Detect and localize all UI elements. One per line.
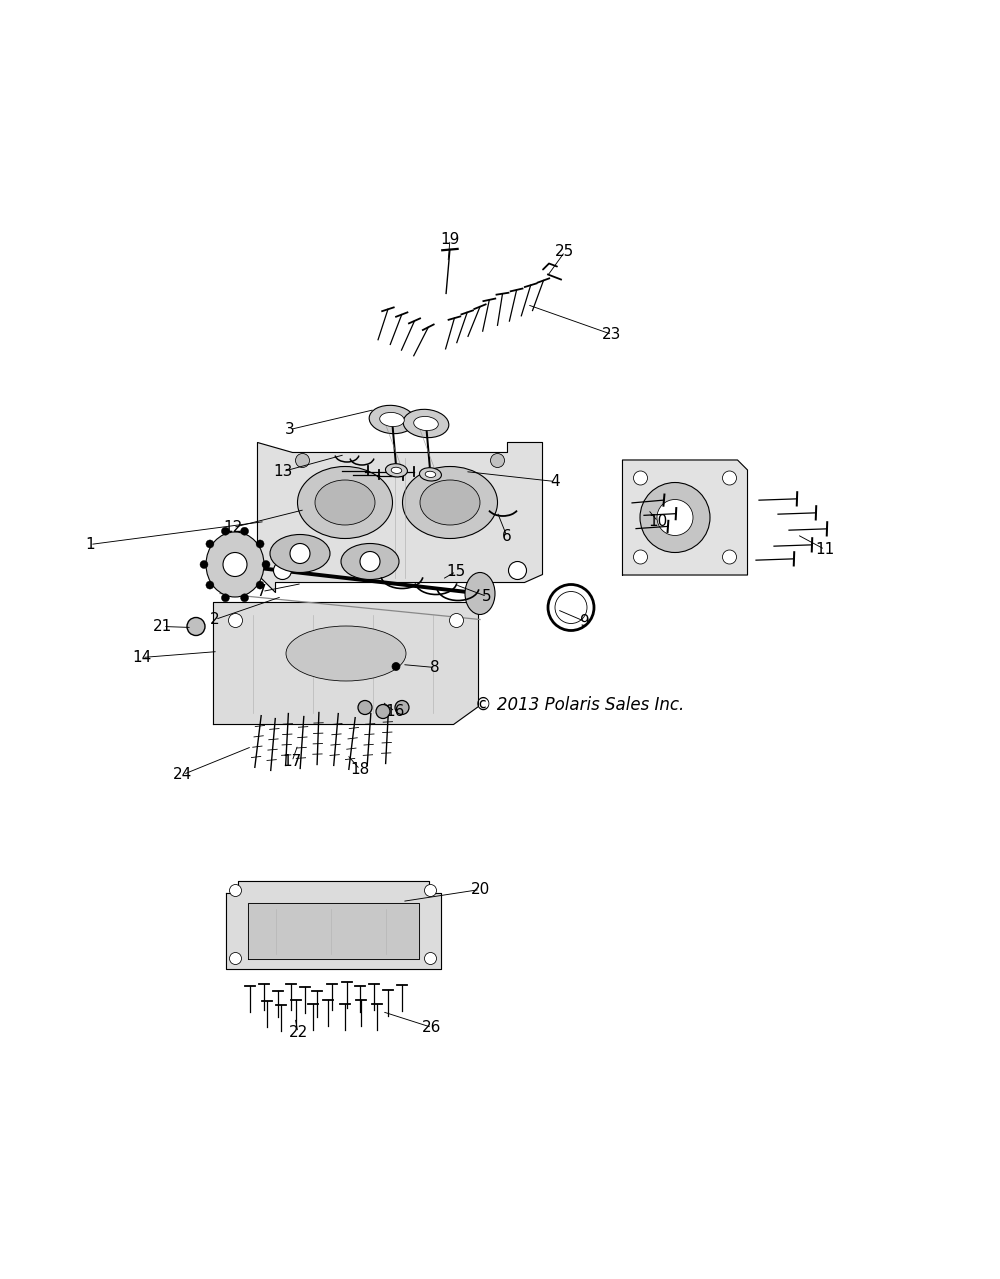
- Circle shape: [228, 614, 242, 628]
- Ellipse shape: [380, 412, 404, 427]
- Circle shape: [548, 585, 594, 631]
- Ellipse shape: [341, 544, 399, 579]
- Ellipse shape: [286, 625, 406, 680]
- Text: 11: 11: [815, 542, 835, 556]
- Text: 19: 19: [440, 231, 460, 247]
- Text: 16: 16: [385, 703, 405, 719]
- Text: 13: 13: [273, 464, 293, 480]
- Polygon shape: [248, 903, 418, 958]
- Text: 20: 20: [470, 883, 490, 897]
- Text: 4: 4: [550, 475, 560, 489]
- Text: 2: 2: [210, 611, 220, 627]
- Ellipse shape: [403, 409, 449, 437]
- Text: 26: 26: [422, 1019, 442, 1035]
- Circle shape: [200, 560, 208, 568]
- Text: 7: 7: [257, 585, 267, 599]
- Circle shape: [241, 593, 249, 602]
- Circle shape: [296, 454, 310, 468]
- Circle shape: [360, 551, 380, 572]
- Circle shape: [657, 500, 693, 536]
- Ellipse shape: [402, 467, 498, 538]
- Text: 22: 22: [288, 1024, 308, 1040]
- Text: 18: 18: [350, 762, 370, 778]
- Circle shape: [722, 550, 736, 564]
- Ellipse shape: [315, 480, 375, 524]
- Circle shape: [424, 953, 436, 964]
- Text: 1: 1: [85, 537, 95, 553]
- Polygon shape: [258, 443, 542, 592]
- Circle shape: [640, 482, 710, 553]
- Text: 23: 23: [602, 327, 622, 341]
- Text: 5: 5: [482, 590, 492, 604]
- Polygon shape: [622, 460, 748, 576]
- Circle shape: [230, 885, 242, 897]
- Text: 6: 6: [502, 530, 512, 544]
- Ellipse shape: [465, 573, 495, 614]
- Circle shape: [392, 663, 400, 670]
- Text: 21: 21: [153, 619, 173, 634]
- Text: 12: 12: [223, 521, 243, 535]
- Circle shape: [634, 550, 648, 564]
- Circle shape: [358, 701, 372, 715]
- Circle shape: [424, 885, 436, 897]
- Ellipse shape: [419, 468, 441, 481]
- Text: 25: 25: [555, 244, 575, 260]
- Circle shape: [256, 581, 264, 590]
- Ellipse shape: [298, 467, 393, 538]
- Ellipse shape: [425, 471, 436, 477]
- Circle shape: [490, 454, 505, 468]
- Circle shape: [230, 953, 242, 964]
- Text: 14: 14: [132, 650, 152, 665]
- Text: 9: 9: [580, 614, 590, 629]
- Circle shape: [449, 614, 463, 628]
- Circle shape: [187, 618, 205, 636]
- Circle shape: [241, 527, 249, 535]
- Ellipse shape: [369, 405, 415, 434]
- Text: 10: 10: [648, 514, 668, 530]
- Text: 3: 3: [285, 422, 295, 437]
- Ellipse shape: [414, 417, 438, 431]
- Circle shape: [206, 581, 214, 590]
- Ellipse shape: [206, 532, 264, 597]
- Circle shape: [223, 553, 247, 577]
- Ellipse shape: [270, 535, 330, 573]
- Circle shape: [221, 593, 229, 602]
- Circle shape: [206, 540, 214, 547]
- Circle shape: [634, 471, 648, 485]
- Polygon shape: [213, 602, 479, 724]
- Circle shape: [722, 471, 736, 485]
- Polygon shape: [226, 880, 440, 968]
- Circle shape: [262, 560, 270, 568]
- Ellipse shape: [420, 480, 480, 524]
- Ellipse shape: [385, 464, 407, 477]
- Circle shape: [274, 561, 292, 579]
- Circle shape: [509, 561, 526, 579]
- Text: 15: 15: [446, 564, 466, 579]
- Circle shape: [221, 527, 229, 535]
- Circle shape: [376, 705, 390, 719]
- Circle shape: [555, 591, 587, 623]
- Circle shape: [290, 544, 310, 564]
- Text: © 2013 Polaris Sales Inc.: © 2013 Polaris Sales Inc.: [475, 696, 685, 714]
- Text: 8: 8: [430, 660, 440, 675]
- Text: 24: 24: [173, 767, 193, 781]
- Circle shape: [256, 540, 264, 547]
- Ellipse shape: [391, 467, 402, 473]
- Text: 17: 17: [282, 755, 302, 769]
- Circle shape: [395, 701, 409, 715]
